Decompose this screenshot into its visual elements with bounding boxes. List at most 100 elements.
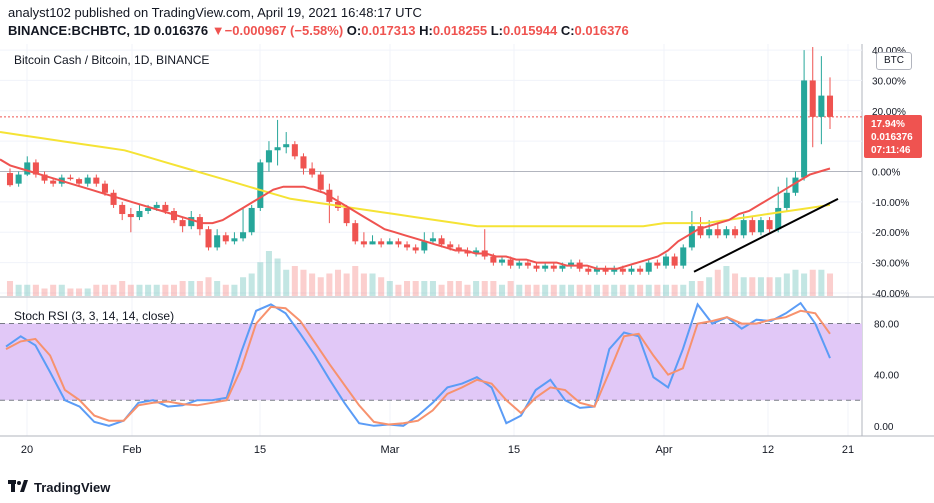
volume-bar bbox=[662, 284, 670, 296]
candle-body bbox=[136, 210, 143, 218]
price-pane-title: Bitcoin Cash / Bitcoin, 1D, BINANCE bbox=[14, 53, 210, 67]
candle-body bbox=[15, 174, 22, 184]
volume-bar bbox=[749, 277, 756, 296]
volume-bar bbox=[153, 284, 160, 296]
candle-body bbox=[473, 250, 480, 254]
volume-bar bbox=[76, 288, 83, 296]
time-tick-label: 20 bbox=[21, 444, 33, 456]
volume-bar bbox=[498, 284, 506, 296]
volume-bar bbox=[369, 273, 376, 296]
volume-bar bbox=[15, 284, 22, 296]
price-pane-bg bbox=[0, 44, 862, 296]
volume-bar bbox=[619, 284, 626, 296]
trend-line bbox=[693, 197, 839, 273]
volume-bar bbox=[6, 281, 14, 296]
volume-bar bbox=[404, 281, 411, 296]
volume-bar bbox=[568, 284, 575, 296]
volume-bar bbox=[783, 273, 790, 296]
volume-bar bbox=[559, 284, 566, 296]
volume-bar bbox=[654, 284, 661, 296]
candle-body bbox=[404, 244, 411, 248]
candle-body bbox=[723, 229, 730, 236]
candle-body bbox=[378, 241, 385, 245]
price-tick-label: 40.00% bbox=[872, 46, 906, 57]
candle-body bbox=[455, 247, 462, 251]
volume-bar bbox=[542, 284, 549, 296]
tradingview-logo-icon[interactable] bbox=[8, 478, 28, 494]
volume-bar bbox=[775, 277, 782, 296]
candle-body bbox=[265, 150, 272, 163]
candle-body bbox=[110, 192, 117, 205]
volume-bar bbox=[602, 284, 609, 296]
symbol-label: BINANCE:BCHBTC, 1D bbox=[8, 23, 151, 38]
volume-bar bbox=[179, 281, 186, 296]
candle-body bbox=[343, 207, 350, 224]
candle-body bbox=[732, 229, 739, 236]
candle-body bbox=[706, 229, 713, 236]
low-value: 0.015944 bbox=[502, 23, 558, 38]
volume-bar bbox=[309, 273, 316, 296]
candle-body bbox=[93, 177, 100, 184]
candle-body bbox=[84, 177, 91, 184]
candle-body bbox=[688, 226, 695, 248]
volume-bar bbox=[645, 284, 652, 296]
candle-body bbox=[809, 80, 816, 117]
candle-body bbox=[214, 235, 221, 248]
candle-body bbox=[611, 268, 618, 272]
volume-bar bbox=[205, 277, 212, 296]
volume-bar bbox=[265, 251, 272, 296]
volume-bar bbox=[170, 284, 178, 296]
volume-bar bbox=[826, 273, 834, 296]
volume-bar bbox=[809, 269, 816, 296]
volume-bar bbox=[740, 277, 747, 296]
volume-bar bbox=[714, 269, 721, 296]
price-tick-label: -20.00% bbox=[872, 228, 909, 239]
volume-bar bbox=[352, 266, 359, 296]
candle-body bbox=[145, 207, 152, 211]
volume-bar bbox=[145, 284, 152, 296]
candle-body bbox=[749, 220, 756, 233]
candle-body bbox=[654, 262, 661, 266]
candle-body bbox=[559, 265, 566, 269]
chart-header: analyst102 published on TradingView.com,… bbox=[0, 0, 934, 44]
volume-bar bbox=[214, 281, 221, 296]
price-tick-label: -30.00% bbox=[872, 259, 909, 270]
volume-bar bbox=[438, 284, 445, 296]
candle-body bbox=[248, 207, 255, 233]
candle-body bbox=[119, 204, 126, 215]
chart-canvas[interactable]: 40.00%30.00%20.00%10.00%0.00%-10.00%-20.… bbox=[0, 44, 934, 472]
candle-body bbox=[76, 179, 83, 184]
volume-bar bbox=[257, 262, 264, 296]
time-tick-label: Apr bbox=[655, 444, 672, 456]
volume-bar bbox=[300, 269, 307, 296]
volume-bar bbox=[585, 284, 592, 296]
symbol-ohlc-line: BINANCE:BCHBTC, 1D 0.016376 ▼−0.000967 (… bbox=[8, 23, 629, 38]
last-price-label: 17.94% 0.016376 07:11:46 bbox=[864, 115, 922, 158]
change-value: ▼−0.000967 (−5.58%) bbox=[211, 23, 344, 38]
volume-bar bbox=[628, 284, 635, 296]
bar-countdown: 07:11:46 bbox=[871, 145, 911, 156]
volume-bar bbox=[412, 281, 419, 296]
candle-body bbox=[645, 262, 652, 272]
volume-bar bbox=[757, 277, 764, 296]
volume-bar bbox=[317, 277, 324, 296]
candle-body bbox=[205, 229, 212, 248]
volume-bar bbox=[818, 269, 825, 296]
volume-bar bbox=[507, 281, 514, 296]
close-value: 0.016376 bbox=[574, 23, 629, 38]
tradingview-logo-text[interactable]: TradingView bbox=[34, 480, 111, 495]
candle-body bbox=[801, 80, 808, 178]
stoch-tick-label: 0.00 bbox=[874, 422, 894, 433]
time-tick-label: Mar bbox=[381, 444, 400, 456]
candle-body bbox=[662, 256, 670, 266]
candle-body bbox=[757, 220, 764, 233]
price-tick-label: -40.00% bbox=[872, 289, 909, 300]
volume-bar bbox=[231, 284, 238, 296]
open-value: 0.017313 bbox=[361, 23, 416, 38]
volume-bar bbox=[119, 281, 126, 296]
last-price-value: 0.016376 bbox=[871, 132, 913, 143]
volume-bar bbox=[101, 284, 108, 296]
volume-bar bbox=[50, 284, 57, 296]
currency-badge[interactable]: BTC bbox=[876, 52, 912, 70]
candle-body bbox=[412, 247, 419, 251]
